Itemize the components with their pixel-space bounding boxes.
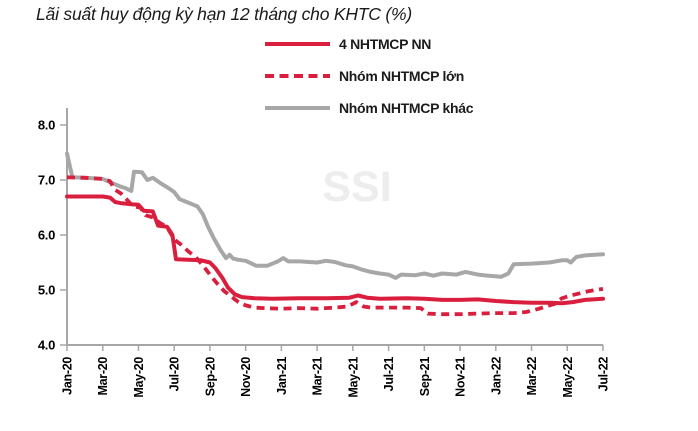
- x-axis-label: Sep-20: [203, 357, 217, 397]
- legend-item-nhom-nhtmcp-khac: Nhóm NHTMCP khác: [265, 92, 473, 124]
- series-line-nh-m-nhtmcp-kh-c: [65, 151, 605, 280]
- x-axis-label: Mar-22: [525, 357, 539, 396]
- legend-item-nhom-nhtmcp-lon: Nhóm NHTMCP lớn: [265, 60, 473, 92]
- x-axis-label: Jan-21: [275, 357, 289, 395]
- x-axis-label: Nov-20: [239, 357, 253, 397]
- x-axis-label: Mar-20: [96, 357, 110, 396]
- x-axis-label: May-22: [561, 357, 575, 398]
- series-line-4-nhtmcp-nn: [65, 194, 605, 306]
- x-axis-label: May-21: [346, 357, 360, 398]
- x-axis-label: Jul-22: [597, 357, 611, 392]
- legend-solid-gray-line-icon: [265, 106, 330, 110]
- x-axis-label: Jul-21: [382, 357, 396, 392]
- legend-dashed-red-line-icon: [265, 74, 330, 78]
- x-axis-label: Jul-20: [168, 357, 182, 392]
- y-axis-label: 6.0: [38, 228, 55, 243]
- y-axis-label: 5.0: [38, 283, 55, 298]
- x-axis-label: Mar-21: [311, 357, 325, 396]
- x-axis-label: May-20: [132, 357, 146, 398]
- x-axis-label: Nov-21: [454, 357, 468, 397]
- ssi-watermark: SSI: [322, 163, 391, 211]
- y-axis-label: 4.0: [38, 338, 55, 353]
- legend-item-4-nhtmcp-nn: 4 NHTMCP NN: [265, 28, 473, 60]
- axis-lines: [66, 108, 603, 346]
- legend-label: Nhóm NHTMCP khác: [339, 100, 474, 116]
- x-axis-label: Jan-20: [61, 357, 75, 395]
- legend: 4 NHTMCP NN Nhóm NHTMCP lớn Nhóm NHTMCP …: [265, 28, 473, 124]
- y-axis-label: 7.0: [38, 173, 55, 188]
- x-axis-label: Sep-21: [418, 357, 432, 397]
- legend-label: Nhóm NHTMCP lớn: [339, 68, 464, 84]
- x-axis-label: Jan-22: [489, 357, 503, 395]
- legend-solid-red-line-icon: [265, 42, 330, 46]
- y-axis-label: 8.0: [38, 118, 55, 133]
- chart-title: Lãi suất huy động kỳ hạn 12 tháng cho KH…: [36, 4, 413, 24]
- legend-label: 4 NHTMCP NN: [339, 36, 432, 52]
- series-line-nh-m-nhtmcp-l-n: [66, 175, 604, 317]
